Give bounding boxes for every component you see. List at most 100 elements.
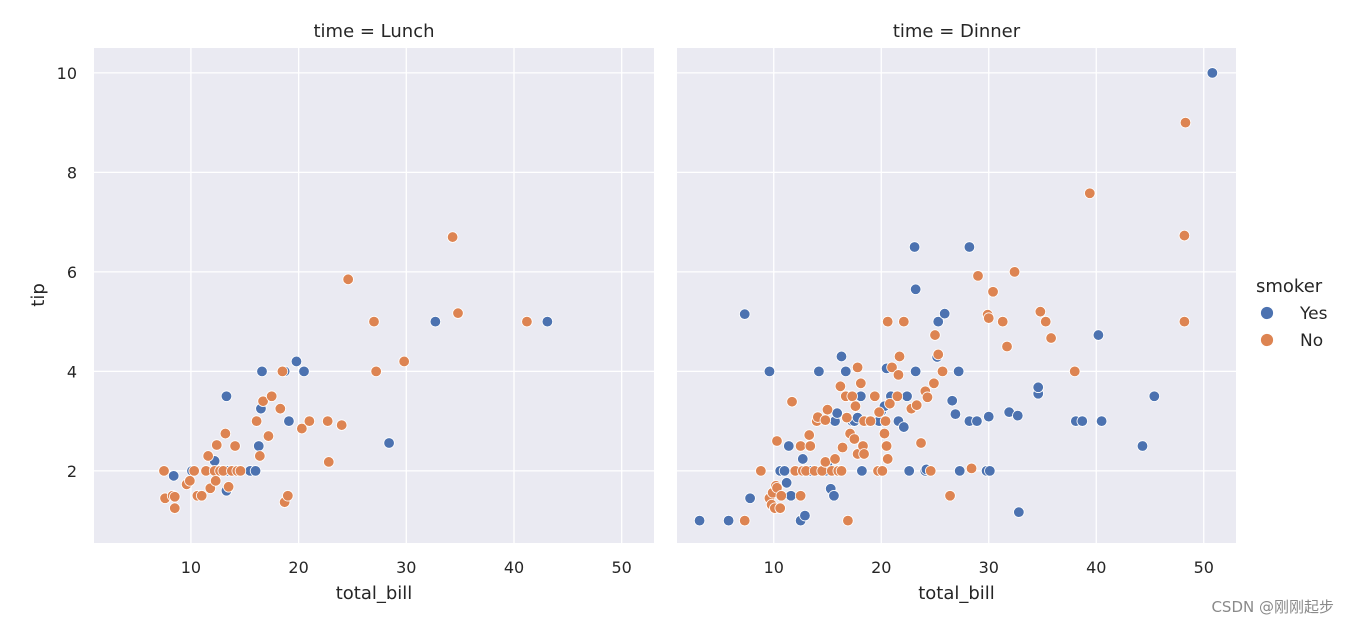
scatter-point xyxy=(855,377,867,390)
scatter-point xyxy=(262,430,275,442)
scatter-point xyxy=(932,315,944,328)
scatter-point xyxy=(229,440,241,452)
x-axis-label-dinner: total_bill xyxy=(918,583,995,604)
scatter-point xyxy=(195,490,208,502)
scatter-point xyxy=(882,315,894,328)
scatter-point xyxy=(829,453,841,465)
scatter-point xyxy=(1032,381,1044,393)
x-axis-label-lunch: total_bill xyxy=(336,583,413,604)
scatter-point xyxy=(983,312,995,324)
scatter-point xyxy=(997,315,1009,328)
scatter-point xyxy=(929,329,941,341)
scatter-point xyxy=(965,462,978,475)
scatter-point xyxy=(794,490,807,502)
scatter-point xyxy=(783,440,795,452)
scatter-point xyxy=(1069,365,1081,378)
scatter-point xyxy=(1076,415,1088,427)
scatter-point xyxy=(1008,266,1021,278)
scatter-point xyxy=(879,415,892,427)
facet-panel-lunch: 10 20 30 40 50 2 4 6 8 10 time = Lunch total_bill xyxy=(57,21,654,604)
scatter-point xyxy=(901,390,913,402)
legend-marker-no xyxy=(1260,333,1274,347)
scatter-point xyxy=(771,435,783,447)
scatter-point xyxy=(915,437,927,449)
scatter-point xyxy=(219,427,232,440)
scatter-point xyxy=(253,440,265,452)
scatter-point xyxy=(521,315,533,328)
watermark: CSDN @刚刚起步 xyxy=(1211,598,1334,616)
scatter-point xyxy=(274,402,287,415)
facet-title-lunch: time = Lunch xyxy=(313,21,434,42)
scatter-point xyxy=(963,241,976,253)
scatter-point xyxy=(283,415,295,427)
scatter-point xyxy=(234,465,247,477)
scatter-point xyxy=(869,390,881,402)
scatter-point xyxy=(841,411,853,424)
scatter-point xyxy=(368,315,380,328)
scatter-point xyxy=(1084,187,1096,199)
scatter-point xyxy=(849,400,862,412)
scatter-point xyxy=(282,490,294,502)
scatter-point xyxy=(250,415,263,427)
scatter-point xyxy=(1178,315,1191,328)
scatter-point xyxy=(303,415,316,427)
scatter-point xyxy=(775,490,787,502)
x-tick-label: 40 xyxy=(1086,558,1106,577)
scatter-point xyxy=(785,490,797,502)
scatter-point xyxy=(257,395,269,407)
scatter-point xyxy=(864,415,877,427)
scatter-point xyxy=(925,465,937,477)
scatter-point xyxy=(1095,415,1108,427)
scatter-point xyxy=(954,465,966,477)
scatter-point xyxy=(946,395,958,407)
scatter-point xyxy=(891,390,904,402)
scatter-point xyxy=(296,422,308,435)
scatter-point xyxy=(249,465,262,477)
facet-panel-dinner: 10 20 30 40 50 time = Dinner total_bill xyxy=(677,21,1236,604)
scatter-point xyxy=(1012,409,1024,422)
scatter-point xyxy=(188,465,200,477)
scatter-point xyxy=(169,491,181,503)
scatter-point xyxy=(893,350,906,363)
scatter-point xyxy=(848,433,861,445)
scatter-point xyxy=(755,465,767,477)
scatter-point xyxy=(739,514,751,527)
scatter-point xyxy=(209,475,222,487)
scatter-point xyxy=(342,273,354,286)
x-tick-label: 50 xyxy=(612,558,632,577)
series-no-lunch xyxy=(158,231,533,514)
scatter-point xyxy=(202,450,214,462)
legend-label-no: No xyxy=(1300,331,1323,351)
x-tick-label: 20 xyxy=(871,558,891,577)
scatter-point xyxy=(1148,390,1161,402)
y-tick-label: 4 xyxy=(67,362,77,381)
y-tick-label: 10 xyxy=(57,64,77,83)
scatter-point xyxy=(987,286,999,298)
scatter-point xyxy=(794,440,807,452)
scatter-point xyxy=(903,465,915,477)
scatter-point xyxy=(265,390,278,402)
scatter-point xyxy=(1179,116,1192,129)
legend-label-yes: Yes xyxy=(1299,304,1328,324)
scatter-point xyxy=(541,315,554,328)
scatter-point xyxy=(972,270,984,282)
scatter-point xyxy=(828,490,840,502)
scatter-point xyxy=(856,465,868,477)
scatter-point xyxy=(276,365,289,378)
scatter-point xyxy=(254,450,266,462)
scatter-point xyxy=(804,440,817,452)
scatter-point xyxy=(936,365,949,378)
scatter-point xyxy=(846,390,858,402)
scatter-point xyxy=(819,414,832,426)
legend-marker-yes xyxy=(1260,306,1274,320)
x-tick-label: 30 xyxy=(396,558,416,577)
facet-title-dinner: time = Dinner xyxy=(893,21,1021,42)
x-tick-label: 40 xyxy=(504,558,524,577)
scatter-point xyxy=(778,465,791,477)
legend: smoker Yes No xyxy=(1256,276,1328,351)
scatter-point xyxy=(834,380,847,392)
scatter-point xyxy=(952,365,965,378)
scatter-point xyxy=(932,348,944,361)
scatter-point xyxy=(898,421,910,433)
